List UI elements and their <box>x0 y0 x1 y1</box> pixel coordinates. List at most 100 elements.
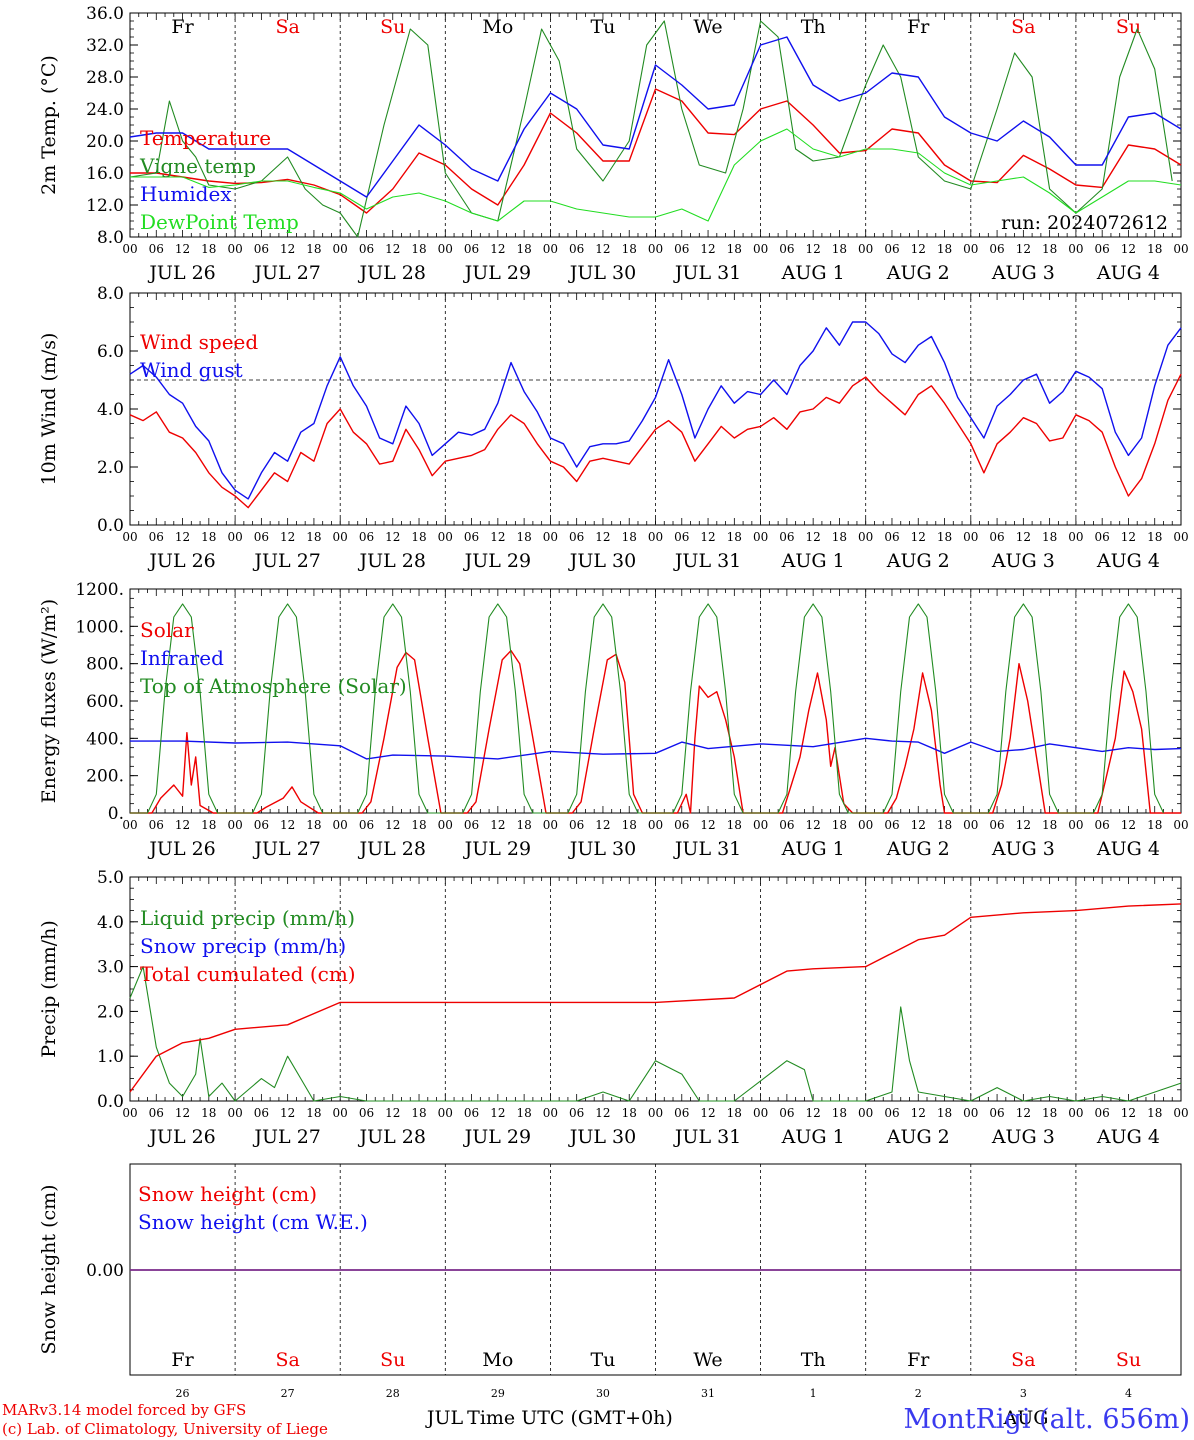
date-label: AUG 2 <box>886 1126 950 1148</box>
day-number: 26 <box>176 1387 190 1400</box>
weekday-label: Sa <box>275 16 299 38</box>
hour-tick-label: 18 <box>937 530 952 544</box>
hour-tick-label: 06 <box>674 242 689 256</box>
series-line-0 <box>130 649 1181 814</box>
hour-tick-label: 12 <box>806 818 821 832</box>
hour-tick-label: 12 <box>280 818 295 832</box>
series-line-0 <box>130 88 1182 214</box>
hour-tick-label: 06 <box>569 242 584 256</box>
date-label: AUG 4 <box>1096 262 1160 284</box>
date-label: JUL 28 <box>358 1126 426 1148</box>
y-tick-label: 4.0 <box>97 913 124 933</box>
legend-entry: Snow height (cm) <box>138 1182 317 1206</box>
legend-entry: Solar <box>140 618 194 642</box>
hour-tick-label: 18 <box>622 242 637 256</box>
hour-tick-label: 18 <box>411 1106 426 1120</box>
hour-tick-label: 06 <box>149 530 164 544</box>
weekday-label: We <box>693 1349 722 1371</box>
hour-tick-label: 12 <box>700 242 715 256</box>
day-number: 31 <box>701 1387 715 1400</box>
hour-tick-label: 06 <box>359 242 374 256</box>
footer-credit: (c) Lab. of Climatology, University of L… <box>2 1420 328 1438</box>
weekday-label: Tu <box>590 1349 615 1371</box>
hour-tick-label: 18 <box>1042 818 1057 832</box>
weekday-label: Fr <box>907 16 930 38</box>
hour-tick-label: 00 <box>1068 1106 1083 1120</box>
date-label: AUG 3 <box>991 838 1055 860</box>
hour-tick-label: 06 <box>1095 818 1110 832</box>
hour-tick-label: 00 <box>1068 242 1083 256</box>
hour-tick-label: 12 <box>385 242 400 256</box>
hour-tick-label: 06 <box>779 530 794 544</box>
series-line-2 <box>130 603 1164 814</box>
month-label-left: JUL <box>425 1407 464 1429</box>
hour-tick-label: 06 <box>674 818 689 832</box>
hour-tick-label: 06 <box>464 242 479 256</box>
hour-tick-label: 00 <box>858 818 873 832</box>
date-label: JUL 31 <box>673 262 741 284</box>
series-line-3 <box>130 128 1182 222</box>
date-label: JUL 30 <box>568 838 636 860</box>
date-label: JUL 29 <box>463 838 531 860</box>
hour-tick-label: 00 <box>543 242 558 256</box>
y-tick-label: 16.0 <box>86 164 124 184</box>
y-tick-label: 0. <box>108 804 124 824</box>
hour-tick-label: 18 <box>201 242 216 256</box>
day-number: 2 <box>915 1387 922 1400</box>
hour-tick-label: 18 <box>832 818 847 832</box>
date-label: AUG 1 <box>781 1126 845 1148</box>
hour-tick-label: 00 <box>122 242 137 256</box>
hour-tick-label: 06 <box>464 818 479 832</box>
hour-tick-label: 12 <box>595 530 610 544</box>
hour-tick-label: 12 <box>1016 818 1031 832</box>
weekday-label: Mo <box>482 16 513 38</box>
y-tick-label: 0.00 <box>86 1261 124 1281</box>
date-label: JUL 31 <box>673 550 741 572</box>
hour-tick-label: 00 <box>753 818 768 832</box>
hour-tick-label: 18 <box>516 1106 531 1120</box>
hour-tick-label: 12 <box>175 242 190 256</box>
y-tick-label: 4.0 <box>97 400 124 420</box>
hour-tick-label: 18 <box>411 242 426 256</box>
day-number: 30 <box>596 1387 610 1400</box>
hour-tick-label: 00 <box>543 530 558 544</box>
hour-tick-label: 18 <box>727 1106 742 1120</box>
date-label: JUL 30 <box>568 1126 636 1148</box>
y-tick-label: 8.0 <box>97 228 124 248</box>
hour-tick-label: 00 <box>1068 818 1083 832</box>
hour-tick-label: 00 <box>438 530 453 544</box>
series-line-0 <box>129 373 1182 509</box>
hour-tick-label: 00 <box>1068 530 1083 544</box>
hour-tick-label: 18 <box>832 530 847 544</box>
hour-tick-label: 18 <box>937 818 952 832</box>
legend-entry: Wind speed <box>140 330 258 354</box>
date-label: JUL 30 <box>568 262 636 284</box>
hour-tick-label: 00 <box>333 242 348 256</box>
y-tick-label: 1200. <box>75 580 124 600</box>
y-axis-title: Energy fluxes (W/m²) <box>38 599 60 803</box>
y-tick-label: 6.0 <box>97 342 124 362</box>
hour-tick-label: 18 <box>937 1106 952 1120</box>
y-axis-title: 10m Wind (m/s) <box>38 333 60 486</box>
date-label: JUL 29 <box>463 1126 531 1148</box>
hour-tick-label: 18 <box>516 530 531 544</box>
run-label: run: 2024072612 <box>1001 212 1168 234</box>
date-label: AUG 2 <box>886 550 950 572</box>
hour-tick-label: 12 <box>700 530 715 544</box>
hour-tick-label: 06 <box>1095 530 1110 544</box>
hour-tick-label: 12 <box>595 818 610 832</box>
hour-tick-label: 06 <box>989 242 1004 256</box>
hour-tick-label: 12 <box>806 242 821 256</box>
date-label: AUG 1 <box>781 550 845 572</box>
hour-tick-label: 00 <box>858 1106 873 1120</box>
hour-tick-label: 18 <box>937 242 952 256</box>
hour-tick-label: 18 <box>306 1106 321 1120</box>
legend-entry: Humidex <box>140 182 232 206</box>
hour-tick-label: 18 <box>832 1106 847 1120</box>
x-axis-title: Time UTC (GMT+0h) <box>467 1407 673 1429</box>
date-label: AUG 4 <box>1096 550 1160 572</box>
hour-tick-label: 00 <box>543 818 558 832</box>
hour-tick-label: 18 <box>411 818 426 832</box>
y-tick-label: 0.0 <box>97 1092 124 1112</box>
